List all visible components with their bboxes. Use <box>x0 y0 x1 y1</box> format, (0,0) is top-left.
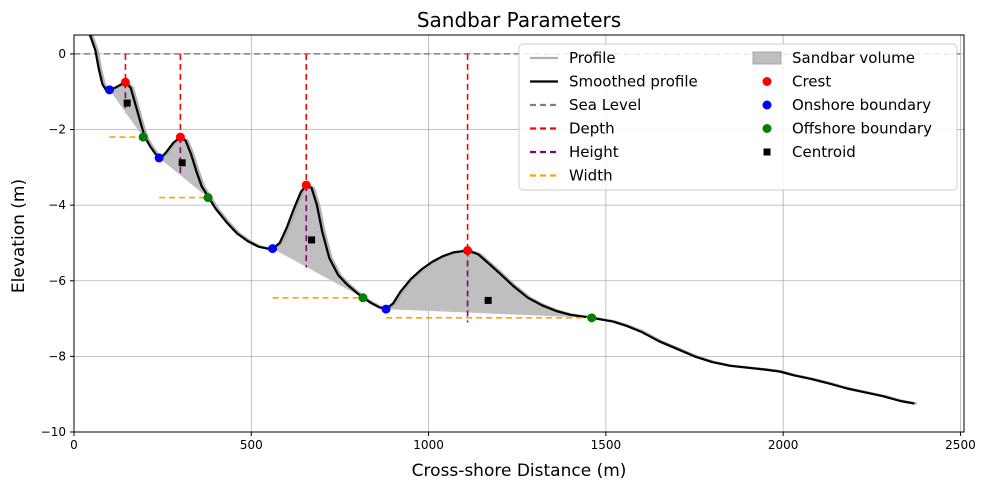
axes-frame <box>73 34 965 433</box>
centroid-point <box>123 99 131 107</box>
legend-label: Height <box>569 143 619 161</box>
x-tick-label: 1000 <box>413 438 444 452</box>
x-tick-label: 500 <box>240 438 263 452</box>
y-axis-label: Elevation (m) <box>9 179 29 293</box>
legend-item: Offshore boundary <box>762 120 932 138</box>
chart-title: Sandbar Parameters <box>417 8 621 32</box>
offshore-boundary-point <box>203 193 213 203</box>
offshore-boundary-point <box>358 293 368 303</box>
legend-item: Onshore boundary <box>762 96 931 114</box>
onshore-boundary-point <box>381 304 391 314</box>
y-tick-label: −10 <box>41 425 66 439</box>
offshore-boundary-point <box>587 313 597 323</box>
legend-label: Onshore boundary <box>792 96 931 114</box>
crest-point <box>301 180 311 190</box>
sandbar-volume <box>159 137 208 198</box>
legend-label: Crest <box>792 73 831 91</box>
legend-item: Height <box>530 143 619 161</box>
y-tick-label: −8 <box>48 349 66 363</box>
y-tick-label: 0 <box>58 47 66 61</box>
crest-point <box>175 132 185 142</box>
legend-label: Smoothed profile <box>569 73 698 91</box>
legend-item: Smoothed profile <box>530 73 698 91</box>
legend-dot-swatch <box>762 100 772 110</box>
legend-patch-swatch <box>752 51 782 65</box>
legend-item: Centroid <box>763 143 856 161</box>
x-axis-label: Cross-shore Distance (m) <box>412 461 627 481</box>
onshore-boundary-point <box>104 85 114 95</box>
y-tick-label: −2 <box>48 123 66 137</box>
legend-item: Depth <box>530 120 615 138</box>
legend-dot-swatch <box>762 77 772 86</box>
sandbar-volume <box>386 250 592 318</box>
plot-clipped-group <box>74 35 964 405</box>
legend-label: Centroid <box>792 143 856 161</box>
x-tick-label: 0 <box>70 438 78 452</box>
legend-label: Sea Level <box>569 96 641 114</box>
legend-label: Width <box>569 167 613 185</box>
offshore-boundary-point <box>138 132 148 142</box>
x-tick-label: 1500 <box>591 438 622 452</box>
smoothed-profile-line <box>88 35 915 405</box>
x-tick-label: 2500 <box>945 438 976 452</box>
legend-label: Offshore boundary <box>792 120 932 138</box>
legend-item: Sea Level <box>530 96 641 114</box>
legend-label: Sandbar volume <box>792 49 915 67</box>
legend-box <box>518 43 958 191</box>
centroid-point <box>178 159 186 167</box>
crest-point <box>120 77 130 87</box>
onshore-boundary-point <box>268 244 278 254</box>
centroid-point <box>308 236 316 244</box>
legend-square-swatch <box>763 148 771 156</box>
legend-item: Sandbar volume <box>752 49 915 67</box>
legend: Profile Smoothed profile Sea Level Depth Hei… <box>518 43 958 191</box>
sandbar-volume <box>109 82 144 138</box>
centroid-point <box>484 296 492 304</box>
legend-dot-swatch <box>762 124 772 133</box>
legend-item: Width <box>530 167 613 185</box>
y-tick-label: −6 <box>48 274 66 288</box>
y-tick-label: −4 <box>48 198 66 212</box>
onshore-boundary-point <box>154 153 164 163</box>
legend-item: Profile <box>530 49 616 67</box>
legend-item: Crest <box>762 73 831 91</box>
crest-point <box>463 246 473 256</box>
legend-label: Profile <box>569 49 616 67</box>
legend-label: Depth <box>569 120 615 138</box>
x-tick-label: 2000 <box>768 438 799 452</box>
